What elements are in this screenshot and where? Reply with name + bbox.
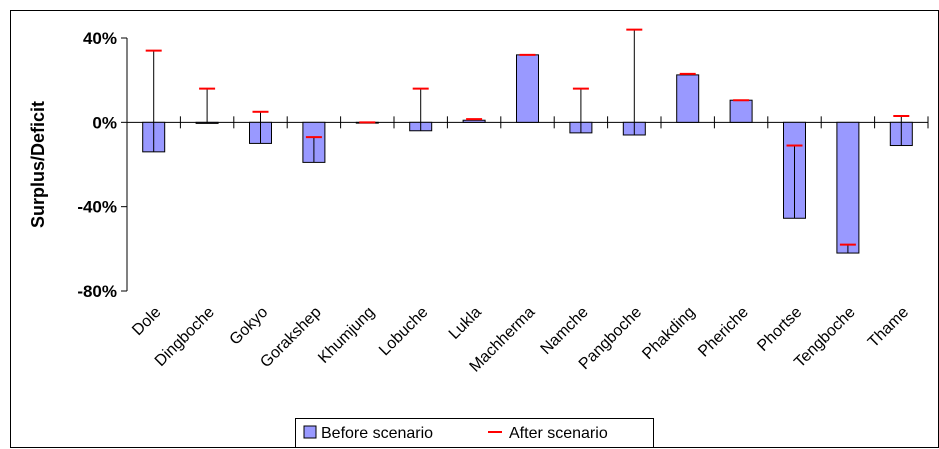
x-tick-label: Phakding [639, 304, 698, 363]
chart-border [10, 10, 939, 448]
x-tick-label: Pheriche [695, 304, 752, 361]
y-axis-title: Surplus/Deficit [28, 101, 48, 228]
bar-before-machherma [516, 54, 539, 123]
x-tick-label: Lobuche [376, 304, 432, 360]
bar-before-lukla [462, 119, 486, 123]
legend-label-before: Before scenario [321, 425, 433, 442]
x-tick-label: Lukla [446, 304, 485, 343]
bar-before-pheriche [729, 99, 753, 123]
y-tick-label: 40% [83, 29, 117, 48]
y-tick-label: 0% [92, 113, 117, 132]
x-tick-label: Thame [865, 304, 912, 351]
x-tick-label: Dole [129, 304, 164, 339]
legend-swatch-before [303, 425, 317, 439]
bar-before-tengboche [836, 121, 860, 254]
y-tick-label: -80% [77, 282, 117, 301]
legend-box [295, 418, 654, 448]
y-tick-label: -40% [77, 198, 117, 217]
legend-label-after: After scenario [509, 425, 608, 442]
x-tick-label: Namche [538, 304, 592, 358]
x-tick-label: Phortse [754, 304, 805, 355]
x-tick-label: Gokyo [227, 304, 272, 349]
bar-before-phakding [676, 74, 700, 123]
legend: Before scenario After scenario [295, 418, 654, 448]
x-tick-label: Khumjung [315, 304, 378, 367]
